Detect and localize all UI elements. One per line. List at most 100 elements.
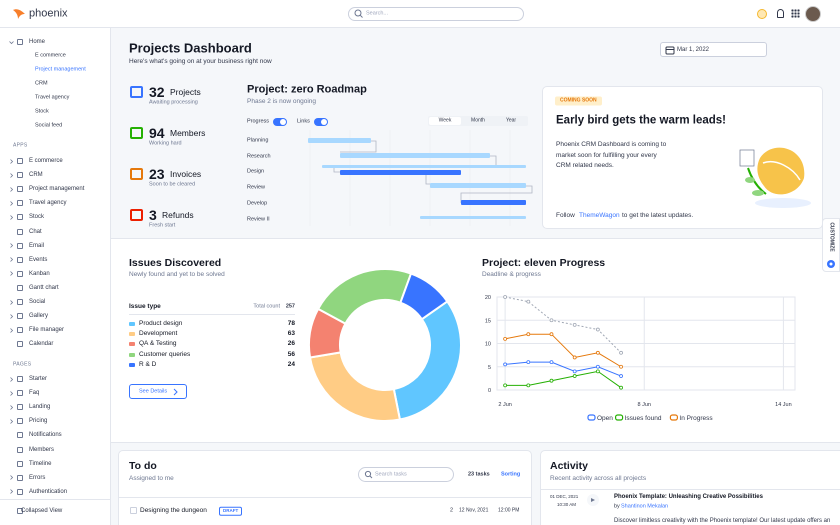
menu-item[interactable]: Gantt chart xyxy=(29,284,59,291)
menu-item[interactable]: Project management xyxy=(29,186,85,193)
chevron-path xyxy=(10,201,14,206)
donut-chart xyxy=(308,268,462,422)
menu-item[interactable]: Timeline xyxy=(29,460,52,467)
activity-title[interactable]: Phoenix Template: Unleashing Creative Po… xyxy=(614,494,763,500)
table-header: Issue type xyxy=(129,302,161,310)
submenu-item[interactable]: Social feed xyxy=(35,122,63,129)
avatar[interactable] xyxy=(805,6,821,22)
point xyxy=(619,364,623,369)
menu-item[interactable]: Events xyxy=(29,256,48,263)
legend-label: Issues found xyxy=(625,415,662,422)
stat-icon xyxy=(130,168,143,180)
menu-icon xyxy=(17,404,23,411)
menu-item[interactable]: Kanban xyxy=(29,270,50,277)
menu-item[interactable]: Starter xyxy=(29,376,48,382)
toggle-knob xyxy=(321,119,327,125)
menu-item[interactable]: Errors xyxy=(29,474,46,481)
menu-item[interactable]: Members xyxy=(29,446,55,453)
menu-item[interactable]: Gallery xyxy=(29,313,49,320)
settings-icon[interactable] xyxy=(826,259,836,269)
menu-item[interactable]: CRM xyxy=(29,172,43,179)
x-tick-label: 14 Jun xyxy=(775,402,792,408)
date-text[interactable]: Mar 1, 2022 xyxy=(677,46,710,53)
issue-name: QA & Testing xyxy=(139,340,177,348)
menu-item[interactable]: Pricing xyxy=(29,418,48,425)
menu-icon xyxy=(17,158,23,164)
notification-icon[interactable] xyxy=(777,9,784,18)
menu-item[interactable]: File manager xyxy=(29,327,65,334)
menu-item[interactable]: Social xyxy=(29,299,46,305)
chevron xyxy=(10,158,14,164)
menu-icon xyxy=(17,508,23,514)
menu-item[interactable]: Home xyxy=(29,39,46,45)
range-active xyxy=(429,117,461,125)
promo-text: CRM related needs. xyxy=(556,161,614,169)
promo-link[interactable]: ThemeWagon xyxy=(579,211,620,219)
point xyxy=(549,318,554,323)
task-name[interactable]: Designing the dungeon xyxy=(140,506,207,514)
series-line xyxy=(505,361,622,377)
point xyxy=(503,362,508,367)
menu-item[interactable]: Stock xyxy=(29,214,45,221)
stat-sub: Working hard xyxy=(149,140,182,147)
menu-item[interactable]: Calendar xyxy=(29,341,54,348)
point xyxy=(572,355,577,360)
stat-value: 23 xyxy=(149,166,165,182)
submenu-item[interactable]: E commerce xyxy=(35,52,66,59)
collapse-toggle[interactable]: Collapsed View xyxy=(21,508,63,514)
submenu-item[interactable]: Project management xyxy=(35,66,86,73)
section-heading: PAGES xyxy=(13,361,32,368)
x-tick-label: 8 Jun xyxy=(638,402,651,408)
sort-button[interactable]: Sorting xyxy=(501,471,521,478)
chevron xyxy=(10,489,14,495)
toggle-label: Progress xyxy=(247,118,270,125)
divider xyxy=(0,499,111,500)
menu-item[interactable]: Faq xyxy=(29,390,40,397)
task-label: Review II xyxy=(247,215,270,222)
menu-item[interactable]: E commerce xyxy=(29,158,63,164)
calendar-icon xyxy=(665,46,675,55)
issue-name: Development xyxy=(139,329,178,337)
point xyxy=(572,369,577,374)
submenu-item[interactable]: Travel agency xyxy=(35,94,70,101)
task-search[interactable] xyxy=(358,467,454,482)
submenu-item[interactable]: CRM xyxy=(35,80,48,87)
menu-item[interactable]: Email xyxy=(29,242,45,249)
menu-icon xyxy=(17,270,23,277)
legend-swatch xyxy=(129,362,135,367)
chevron xyxy=(10,376,14,382)
range-option[interactable]: Year xyxy=(505,117,517,124)
issue-count: 63 xyxy=(287,329,295,337)
date-picker[interactable] xyxy=(660,42,767,57)
menu-item[interactable]: Authentication xyxy=(29,488,68,495)
checkbox[interactable] xyxy=(130,507,137,514)
menu-item[interactable]: Notifications xyxy=(29,432,62,439)
chevron xyxy=(10,172,14,178)
chevron xyxy=(10,201,14,206)
legend-swatch xyxy=(615,414,624,421)
see-details-button[interactable] xyxy=(129,384,187,399)
menu-item[interactable]: Travel agency xyxy=(29,200,67,207)
point xyxy=(549,360,554,364)
activity-author[interactable]: Shantinon Mekalan xyxy=(621,503,669,510)
chevron xyxy=(10,215,14,220)
search-box[interactable] xyxy=(348,7,524,21)
chevron-path xyxy=(10,327,14,333)
task-label: Develop xyxy=(247,200,268,207)
apps-icon[interactable] xyxy=(791,9,800,18)
search-placeholder[interactable]: Search... xyxy=(366,10,389,17)
search-placeholder[interactable]: Search tasks xyxy=(375,470,407,477)
submenu-item[interactable]: Stock xyxy=(35,108,49,115)
range-option[interactable]: Week xyxy=(438,117,452,124)
button-label[interactable]: See Details xyxy=(139,387,168,394)
menu-item[interactable]: Chat xyxy=(29,228,42,235)
theme-toggle[interactable] xyxy=(757,9,767,19)
chevron xyxy=(10,299,14,305)
badge: COMING SOON xyxy=(555,96,602,106)
chevron-path xyxy=(10,158,14,164)
range-option[interactable]: Month xyxy=(471,117,485,124)
chevron-path xyxy=(10,186,14,192)
menu-icon xyxy=(17,242,23,249)
page-title: Projects Dashboard xyxy=(129,40,252,56)
menu-item[interactable]: Landing xyxy=(29,404,51,411)
